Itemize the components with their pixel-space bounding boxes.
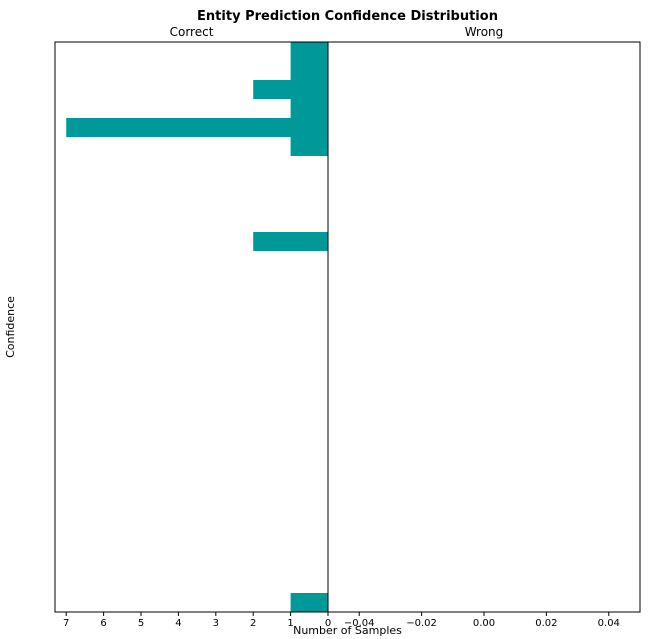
left-bar — [291, 61, 328, 80]
left-xtick-label: 6 — [100, 618, 106, 629]
left-xtick-label: 1 — [287, 618, 293, 629]
left-bar — [291, 99, 328, 118]
left-bar — [66, 118, 328, 137]
left-xtick-label: 3 — [213, 618, 219, 629]
left-xtick-label: 5 — [138, 618, 144, 629]
left-xtick-label: 2 — [250, 618, 256, 629]
right-xtick-label: 0.04 — [598, 618, 620, 629]
right-xtick-label: 0.02 — [535, 618, 557, 629]
right-panel-border — [328, 42, 640, 612]
left-xtick-label: 0 — [325, 618, 331, 629]
left-xtick-label: 4 — [175, 618, 181, 629]
y-axis-label: Confidence — [4, 296, 17, 358]
chart-container: Entity Prediction Confidence Distributio… — [0, 0, 658, 639]
left-xtick-label: 7 — [63, 618, 69, 629]
left-bar — [253, 232, 328, 251]
right-xtick-label: −0.02 — [406, 618, 437, 629]
left-bar — [291, 42, 328, 61]
chart-svg: Entity Prediction Confidence Distributio… — [0, 0, 658, 639]
left-bar — [291, 137, 328, 156]
right-xtick-label: −0.04 — [344, 618, 375, 629]
right-xtick-label: 0.00 — [473, 618, 495, 629]
left-bar — [253, 80, 328, 99]
left-panel-title: Correct — [170, 25, 214, 39]
right-panel-title: Wrong — [465, 25, 504, 39]
left-bar — [291, 593, 328, 612]
chart-title: Entity Prediction Confidence Distributio… — [197, 9, 498, 24]
